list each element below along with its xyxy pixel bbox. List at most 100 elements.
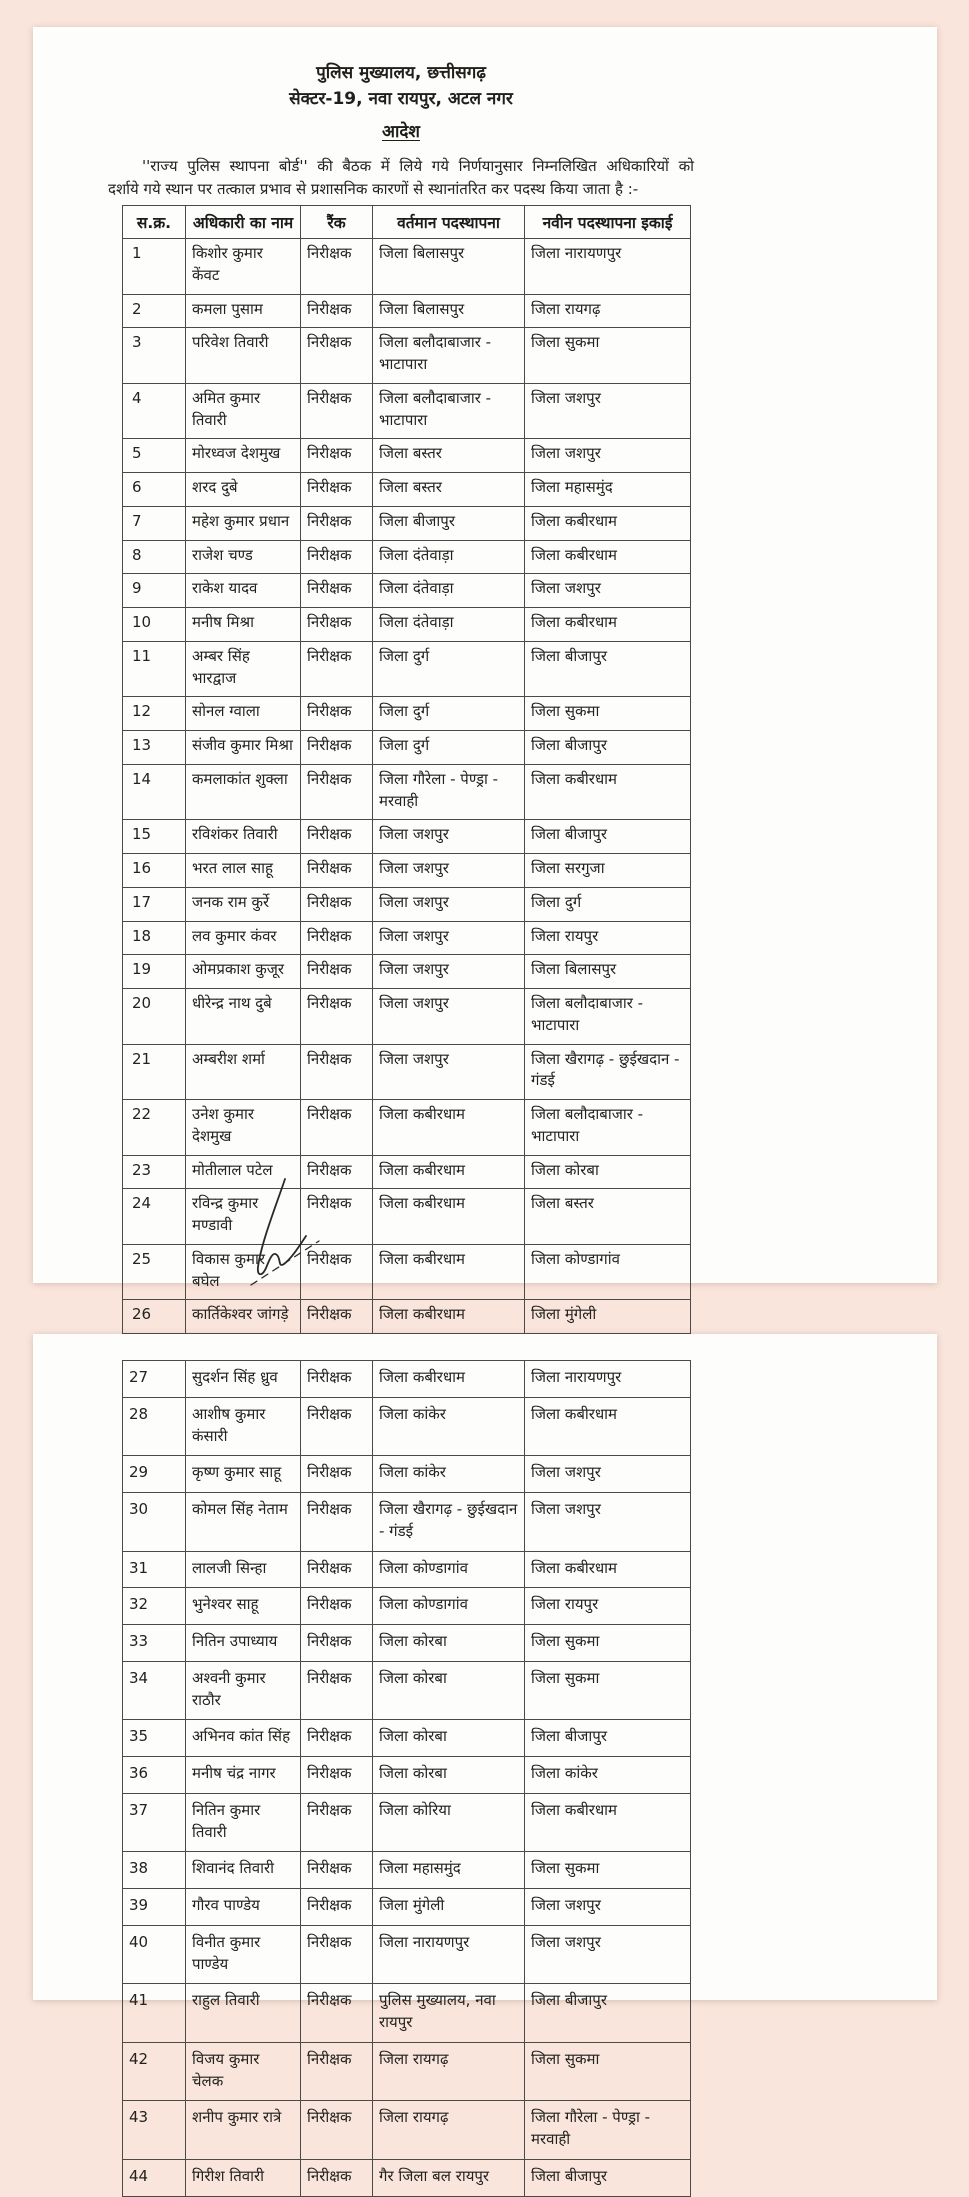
cell-current: जिला दुर्ग — [372, 730, 525, 765]
cell-rank: निरीक्षक — [300, 1492, 373, 1552]
cell-current: पुलिस मुख्यालय, नवा रायपुर — [372, 1983, 525, 2043]
cell-rank: निरीक्षक — [300, 1360, 373, 1398]
cell-sno: 4 — [122, 382, 186, 440]
cell-current: जिला दुर्ग — [372, 640, 525, 698]
cell-rank: निरीक्षक — [300, 1099, 373, 1156]
cell-new: जिला कांकेर — [524, 1756, 691, 1794]
cell-new: जिला रायगढ़ — [524, 293, 691, 329]
cell-new: जिला कोरबा — [524, 1154, 691, 1190]
cell-name: कृष्ण कुमार साहू — [185, 1455, 301, 1493]
cell-name: कमला पुसाम — [185, 293, 301, 329]
cell-sno: 22 — [122, 1099, 186, 1156]
table-row: 8 राजेश चण्ड निरीक्षक जिला दंतेवाड़ा जिला कब… — [122, 539, 691, 575]
cell-sno: 37 — [122, 1792, 186, 1853]
cell-current: गैर जिला बल रायपुर — [372, 2158, 525, 2197]
cell-rank: निरीक्षक — [300, 1587, 373, 1625]
column-header: अधिकारी का नाम — [185, 205, 301, 239]
intro-line-1: ''राज्य पुलिस स्थापना बोर्ड'' की बैठक मे… — [142, 157, 694, 175]
document-page-1: पुलिस मुख्यालय, छत्तीसगढ़ सेक्टर-19, नवा… — [33, 27, 937, 1334]
table-row: 4 अमित कुमार तिवारी निरीक्षक जिला बलौदाबाजा… — [122, 382, 691, 440]
cell-sno: 26 — [122, 1299, 186, 1334]
cell-current: जिला कोरिया — [372, 1792, 525, 1853]
header-line-2: सेक्टर-19, नवा रायपुर, अटल नगर — [289, 89, 513, 110]
cell-new: जिला कबीरधाम — [524, 505, 691, 541]
cell-current: जिला जशपुर — [372, 853, 525, 888]
cell-name: कोमल सिंह नेताम — [185, 1492, 301, 1552]
cell-current: जिला बीजापुर — [372, 505, 525, 541]
cell-sno: 39 — [122, 1888, 186, 1926]
table-row: 24 रविन्द्र कुमार मण्डावी निरीक्षक जिला कबी… — [122, 1188, 691, 1245]
cell-name: सुदर्शन सिंह ध्रुव — [185, 1360, 301, 1398]
cell-new: जिला जशपुर — [524, 382, 691, 440]
column-header: वर्तमान पदस्थापना — [372, 205, 525, 239]
cell-sno: 16 — [122, 853, 186, 888]
table-row: 29 कृष्ण कुमार साहू निरीक्षक जिला कांकेर जिल… — [122, 1455, 691, 1493]
cell-name: गिरीश तिवारी — [185, 2158, 301, 2197]
cell-name: अश्वनी कुमार राठौर — [185, 1660, 301, 1721]
cell-sno: 15 — [122, 819, 186, 854]
cell-rank: निरीक्षक — [300, 1299, 373, 1334]
cell-sno: 31 — [122, 1550, 186, 1589]
cell-rank: निरीक्षक — [300, 886, 373, 922]
document-page-2: 27 सुदर्शन सिंह ध्रुव निरीक्षक जिला कबीरधाम… — [33, 1334, 937, 2197]
table-row: 18 लव कुमार कंवर निरीक्षक जिला जशपुर जिला रा… — [122, 920, 691, 956]
cell-name: ओमप्रकाश कुजूर — [185, 954, 301, 989]
cell-rank: निरीक्षक — [300, 293, 373, 329]
cell-new: जिला सुकमा — [524, 1851, 691, 1889]
table-row: 17 जनक राम कुर्रे निरीक्षक जिला जशपुर जिला द… — [122, 886, 691, 922]
header-line-1: पुलिस मुख्यालय, छत्तीसगढ़ — [316, 63, 486, 83]
cell-new: जिला बीजापुर — [524, 1983, 691, 2043]
cell-rank: निरीक्षक — [300, 1396, 373, 1457]
cell-new: जिला गौरेला - पेण्ड्रा - मरवाही — [524, 2100, 691, 2160]
table-row: 1 किशोर कुमार केंवट निरीक्षक जिला बिलासपुर ज… — [122, 238, 691, 295]
cell-name: मोरध्वज देशमुख — [185, 438, 301, 473]
table-row: 27 सुदर्शन सिंह ध्रुव निरीक्षक जिला कबीरधाम… — [122, 1360, 691, 1398]
cell-name: नितिन कुमार तिवारी — [185, 1792, 301, 1853]
table-row: 32 भुनेश्वर साहू निरीक्षक जिला कोण्डागांव जि… — [122, 1587, 691, 1625]
table-row: 12 सोनल ग्वाला निरीक्षक जिला दुर्ग जिला सुकम… — [122, 696, 691, 731]
cell-sno: 21 — [122, 1043, 186, 1100]
cell-rank: निरीक्षक — [300, 539, 373, 575]
cell-name: आशीष कुमार कंसारी — [185, 1396, 301, 1457]
cell-name: अम्बर सिंह भारद्वाज — [185, 640, 301, 698]
cell-current: जिला रायगढ़ — [372, 2041, 525, 2102]
cell-new: जिला बस्तर — [524, 1188, 691, 1245]
cell-rank: निरीक्षक — [300, 238, 373, 295]
cell-sno: 11 — [122, 640, 186, 698]
cell-rank: निरीक्षक — [300, 1455, 373, 1493]
table-row: 6 शरद दुबे निरीक्षक जिला बस्तर जिला महासमुंद — [122, 472, 691, 507]
cell-sno: 2 — [122, 293, 186, 329]
table-row: 20 धीरेन्द्र नाथ दुबे निरीक्षक जिला जशपुर जि… — [122, 988, 691, 1045]
cell-rank: निरीक्षक — [300, 763, 373, 821]
cell-current: जिला कबीरधाम — [372, 1360, 525, 1398]
cell-current: जिला कोण्डागांव — [372, 1587, 525, 1625]
table-row: 21 अम्बरीश शर्मा निरीक्षक जिला जशपुर जिला खै… — [122, 1043, 691, 1100]
cell-rank: निरीक्षक — [300, 1983, 373, 2043]
cell-rank: निरीक्षक — [300, 920, 373, 956]
cell-name: परिवेश तिवारी — [185, 327, 301, 384]
cell-new: जिला महासमुंद — [524, 472, 691, 507]
cell-name: राजेश चण्ड — [185, 539, 301, 575]
cell-current: जिला दंतेवाड़ा — [372, 573, 525, 608]
cell-sno: 41 — [122, 1983, 186, 2043]
cell-sno: 38 — [122, 1851, 186, 1889]
cell-new: जिला बीजापुर — [524, 819, 691, 854]
cell-new: जिला रायपुर — [524, 920, 691, 956]
cell-sno: 8 — [122, 539, 186, 575]
cell-name: कार्तिकेश्वर जांगड़े — [185, 1299, 301, 1334]
cell-rank: निरीक्षक — [300, 696, 373, 731]
cell-name: कमलाकांत शुक्ला — [185, 763, 301, 821]
cell-rank: निरीक्षक — [300, 472, 373, 507]
cell-name: विनीत कुमार पाण्डेय — [185, 1924, 301, 1985]
table-row: 31 लालजी सिन्हा निरीक्षक जिला कोण्डागांव जिल… — [122, 1550, 691, 1589]
cell-sno: 7 — [122, 505, 186, 541]
cell-name: विकास कुमार बघेल — [185, 1243, 301, 1301]
table-row: 23 मोतीलाल पटेल निरीक्षक जिला कबीरधाम जिला क… — [122, 1154, 691, 1190]
table-row: 7 महेश कुमार प्रधान निरीक्षक जिला बीजापुर जि… — [122, 505, 691, 541]
cell-new: जिला कोण्डागांव — [524, 1243, 691, 1301]
cell-new: जिला सुकमा — [524, 2041, 691, 2102]
cell-current: जिला जशपुर — [372, 954, 525, 989]
signature-scribble-icon — [250, 1178, 320, 1286]
cell-current: जिला कोरबा — [372, 1719, 525, 1757]
cell-current: जिला कोरबा — [372, 1624, 525, 1662]
